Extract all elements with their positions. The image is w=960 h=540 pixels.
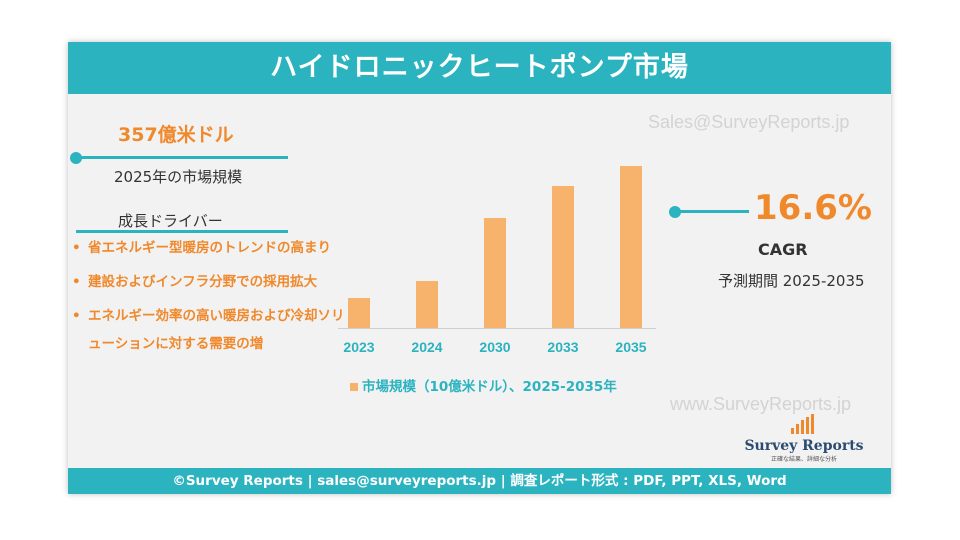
infographic-card: ハイドロニックヒートポンプ市場 Sales@SurveyReports.jp w… <box>68 42 891 494</box>
page-title: ハイドロニックヒートポンプ市場 <box>68 42 891 94</box>
drivers-title: 成長ドライバー <box>118 212 223 230</box>
legend-swatch <box>350 383 358 391</box>
driver-item: 省エネルギー型暖房のトレンドの高まり <box>72 234 352 262</box>
legend-label: 市場規模（10億米ドル）、2025-2035年 <box>362 379 617 395</box>
bar-chart: 2023 2024 2030 2033 2035 <box>338 166 656 355</box>
market-value: 357億米ドル <box>118 124 234 146</box>
x-tick-label: 2035 <box>615 339 646 355</box>
x-tick-label: 2030 <box>479 339 510 355</box>
x-tick-label: 2033 <box>547 339 578 355</box>
watermark-email: Sales@SurveyReports.jp <box>648 112 850 132</box>
x-tick-label: 2023 <box>343 339 374 355</box>
x-tick-label: 2024 <box>411 339 442 355</box>
bar-2035 <box>620 166 642 328</box>
bar-2024 <box>416 281 438 328</box>
bar-chart-logo-icon <box>791 414 814 434</box>
logo-tagline: 正確な結果、詳細な分析 <box>770 456 837 463</box>
watermark-url: www.SurveyReports.jp <box>670 394 852 414</box>
driver-item: エネルギー効率の高い暖房および冷却ソリューションに対する需要の増 <box>72 302 352 358</box>
cagr-label: CAGR <box>758 240 808 259</box>
chart-legend: 市場規模（10億米ドル）、2025-2035年 <box>350 375 617 395</box>
footer: ©Survey Reports | sales@surveyreports.jp… <box>68 468 891 494</box>
logo: Survey Reports 正確な結果、詳細な分析 <box>744 414 864 463</box>
cagr-connector-line <box>675 210 749 213</box>
logo-name: Survey Reports <box>744 438 864 454</box>
bar-2033 <box>552 186 574 328</box>
market-value-label: 2025年の市場規模 <box>114 168 243 186</box>
drivers-underline <box>76 230 288 233</box>
bar-2030 <box>484 218 506 328</box>
connector-line <box>76 156 288 159</box>
forecast-period: 予測期間 2025-2035 <box>718 272 865 290</box>
cagr-value: 16.6% <box>754 188 872 228</box>
bar-2023 <box>348 298 370 328</box>
driver-item: 建設およびインフラ分野での採用拡大 <box>72 268 352 296</box>
drivers-list: 省エネルギー型暖房のトレンドの高まり 建設およびインフラ分野での採用拡大 エネル… <box>72 234 352 364</box>
